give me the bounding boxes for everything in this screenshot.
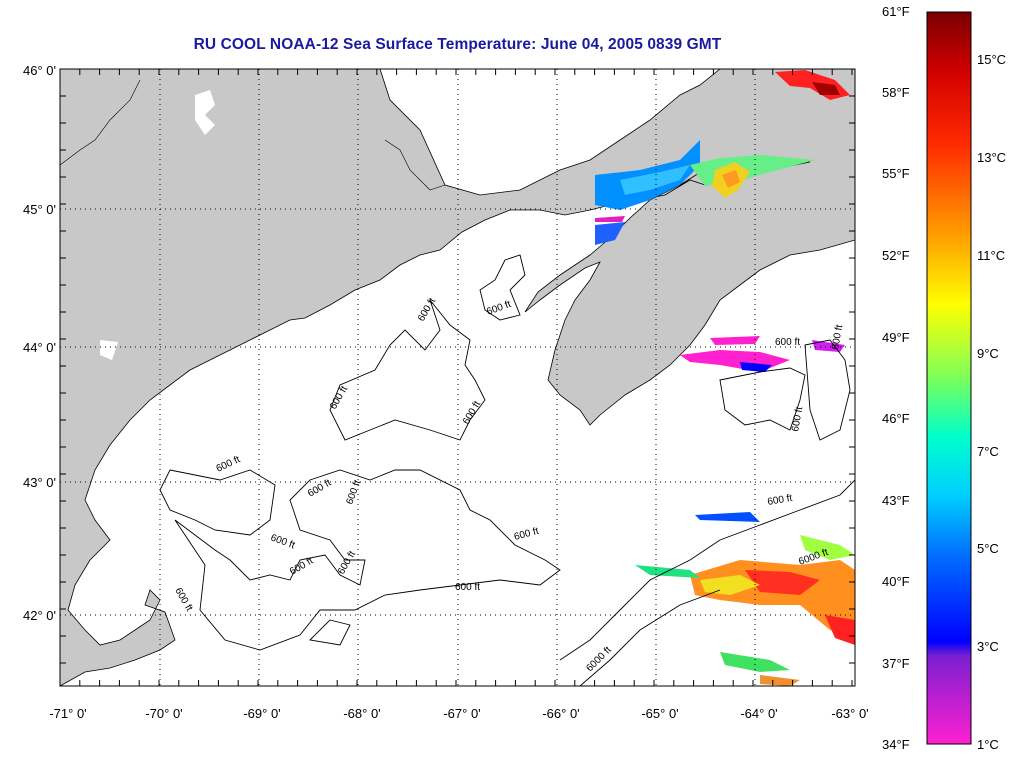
colorbar-c-label: 7°C xyxy=(977,444,999,459)
contour-label: 600 ft xyxy=(455,582,480,593)
lon-label: -66° 0' xyxy=(542,706,579,721)
colorbar-f-label: 34°F xyxy=(882,737,910,752)
contour-label: 600 ft xyxy=(767,493,794,508)
contour-label: 600 ft xyxy=(830,324,845,351)
map-title: RU COOL NOAA-12 Sea Surface Temperature:… xyxy=(193,36,722,53)
colorbar-f-label: 55°F xyxy=(882,166,910,181)
lon-label: -69° 0' xyxy=(243,706,280,721)
longitude-labels: -71° 0' -70° 0' -69° 0' -68° 0' -67° 0' … xyxy=(49,706,868,721)
colorbar-f-label: 40°F xyxy=(882,574,910,589)
lon-label: -68° 0' xyxy=(343,706,380,721)
colorbar-f-label: 58°F xyxy=(882,85,910,100)
lon-label: -65° 0' xyxy=(641,706,678,721)
lat-label: 43° 0' xyxy=(23,475,56,490)
latitude-labels: 46° 0' 45° 0' 44° 0' 43° 0' 42° 0' xyxy=(23,63,56,623)
colorbar-c-label: 11°C xyxy=(977,248,1006,263)
lon-label: -64° 0' xyxy=(740,706,777,721)
colorbar-f-label: 52°F xyxy=(882,248,910,263)
lon-label: -71° 0' xyxy=(49,706,86,721)
map-plot-area xyxy=(60,69,855,686)
axis-ticks xyxy=(59,68,855,686)
colorbar-f-label: 37°F xyxy=(882,656,910,671)
lon-label: -67° 0' xyxy=(443,706,480,721)
colorbar-c-label: 1°C xyxy=(977,737,999,752)
bathymetry-contours xyxy=(159,254,855,686)
lon-label: -63° 0' xyxy=(831,706,868,721)
colorbar-f-label: 43°F xyxy=(882,493,910,508)
colorbar-f-label: 49°F xyxy=(882,330,910,345)
lat-label: 42° 0' xyxy=(23,608,56,623)
colorbar-c-label: 5°C xyxy=(977,541,999,556)
colorbar-c-label: 13°C xyxy=(977,150,1007,165)
lat-label: 44° 0' xyxy=(23,340,56,355)
colorbar-f-label: 46°F xyxy=(882,411,910,426)
colorbar-c-label: 3°C xyxy=(977,639,999,654)
lat-label: 46° 0' xyxy=(23,63,56,78)
colorbar-c-label: 9°C xyxy=(977,346,999,361)
contour-label: 600 ft xyxy=(775,337,800,348)
colorbar-f-label: 61°F xyxy=(882,4,910,19)
colorbar xyxy=(926,11,972,745)
contour-label: 600 ft xyxy=(790,406,805,433)
sst-data xyxy=(595,70,855,686)
lon-label: -70° 0' xyxy=(145,706,182,721)
colorbar-c-label: 15°C xyxy=(977,52,1007,67)
lat-label: 45° 0' xyxy=(23,202,56,217)
